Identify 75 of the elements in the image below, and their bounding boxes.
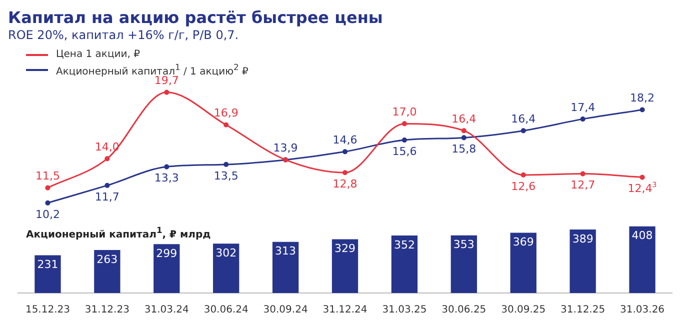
data-label: 408 xyxy=(632,229,653,242)
data-label: 13,5 xyxy=(214,169,238,182)
data-label: 369 xyxy=(512,236,534,249)
point xyxy=(104,156,110,162)
point xyxy=(402,137,408,143)
x-tick-label: 31.12.24 xyxy=(322,304,368,316)
data-label: 231 xyxy=(37,258,58,272)
bar xyxy=(154,244,180,293)
data-label: 263 xyxy=(96,252,118,266)
data-label: 313 xyxy=(275,244,296,258)
x-tick-label: 31.12.23 xyxy=(84,304,130,316)
point xyxy=(104,182,110,188)
point xyxy=(520,172,526,178)
point xyxy=(402,121,408,126)
bar xyxy=(570,229,596,293)
bar xyxy=(450,235,477,293)
data-label: 302 xyxy=(216,246,237,260)
bar xyxy=(332,239,358,293)
x-tick-label: 15.12.23 xyxy=(25,304,70,316)
bar xyxy=(391,235,418,293)
bar xyxy=(94,250,120,293)
data-label: 389 xyxy=(572,232,594,246)
data-label: 12,8 xyxy=(332,177,358,190)
point xyxy=(164,90,170,95)
point xyxy=(640,107,645,112)
point xyxy=(580,171,586,176)
point xyxy=(342,149,348,154)
x-tick-label: 31.03.24 xyxy=(144,304,189,316)
x-tick-label: 30.06.25 xyxy=(442,304,486,316)
point xyxy=(342,170,348,176)
point xyxy=(640,174,645,180)
point xyxy=(461,135,466,140)
x-tick-label: 31.12.25 xyxy=(560,304,606,316)
legend-label: Цена 1 акции, ₽ xyxy=(56,49,140,60)
data-label: 12,6 xyxy=(511,180,536,193)
point xyxy=(580,116,586,122)
data-label: 352 xyxy=(394,238,415,252)
data-label: 17,0 xyxy=(392,106,417,119)
data-label: 299 xyxy=(156,247,178,260)
point xyxy=(520,128,526,134)
bar xyxy=(213,244,240,293)
bar xyxy=(34,255,61,293)
point xyxy=(45,200,50,206)
data-label: 13,9 xyxy=(273,142,298,155)
data-label: 12,7 xyxy=(570,178,596,192)
data-label: 15,6 xyxy=(392,144,417,158)
point xyxy=(45,185,50,190)
data-label: 17,4 xyxy=(570,100,596,114)
data-label: 10,2 xyxy=(35,208,60,221)
x-tick-label: 30.09.25 xyxy=(501,304,546,316)
bar xyxy=(629,226,656,293)
data-label: 18,2 xyxy=(630,92,655,105)
x-tick-label: 31.03.25 xyxy=(382,304,427,316)
data-label: 13,3 xyxy=(154,172,179,185)
point xyxy=(224,162,229,168)
data-label: 16,4 xyxy=(511,112,536,126)
data-label: 15,8 xyxy=(452,142,476,156)
data-label: 353 xyxy=(453,238,474,252)
chart-subtitle: ROE 20%, капитал +16% г/г, P/B 0,7. xyxy=(8,27,240,43)
data-label: 329 xyxy=(334,242,356,256)
x-tick-label: 31.03.26 xyxy=(620,304,665,316)
point xyxy=(461,128,466,134)
data-label: 11,5 xyxy=(35,170,60,183)
point xyxy=(224,122,229,128)
bar xyxy=(510,232,536,293)
data-label: 16,4 xyxy=(452,112,476,126)
bar xyxy=(272,242,299,293)
x-tick-label: 30.09.24 xyxy=(263,304,308,316)
data-label: 11,7 xyxy=(94,190,120,204)
chart-title: Акционерный капитал$^{1}$, ₽ млрд xyxy=(26,225,211,240)
chart-title: Капитал на акцию растёт быстрее цены xyxy=(8,8,384,27)
x-tick-label: 30.06.24 xyxy=(204,304,248,316)
data-label: 14,6 xyxy=(332,134,358,147)
data-label: 16,9 xyxy=(214,106,238,120)
point xyxy=(164,164,170,170)
